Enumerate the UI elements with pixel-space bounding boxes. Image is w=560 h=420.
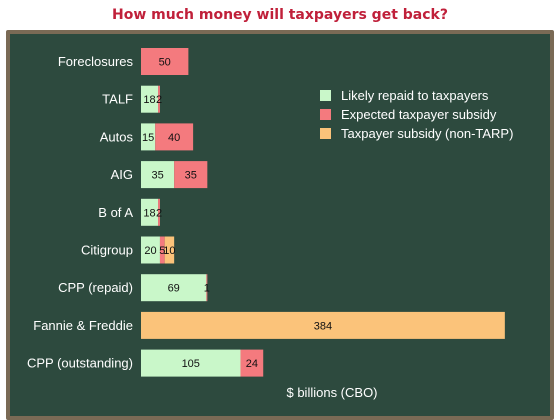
category-labels: Foreclosures TALF Autos AIG B of A Citigroup C…	[27, 54, 133, 371]
category-label-talf: TALF	[102, 92, 133, 107]
category-label-citigroup: Citigroup	[81, 243, 133, 258]
bar-cpp-repaid-series-2	[206, 274, 208, 302]
legend-swatch-2	[320, 109, 331, 120]
bar-aig-series-1	[141, 161, 175, 189]
data-label-b-of-a-series-1: 18	[143, 207, 155, 219]
data-label-citigroup-series-1: 20	[144, 245, 156, 257]
data-label-fannie-freddie-series-3: 384	[314, 320, 332, 332]
category-label-cpp-outstanding: CPP (outstanding)	[27, 356, 133, 371]
x-axis-label: $ billions (CBO)	[286, 385, 377, 400]
category-label-aig: AIG	[111, 167, 133, 182]
data-label-autos-series-1: 15	[142, 132, 154, 144]
category-label-b-of-a: B of A	[98, 205, 133, 220]
bar-talf-series-2	[158, 85, 160, 113]
data-label-cpp-outstanding-series-2: 24	[246, 358, 258, 370]
data-label-talf-series-2: 2	[156, 94, 162, 106]
legend-label-2: Expected taxpayer subsidy	[341, 107, 497, 122]
bar-b-of-a-series-2	[158, 198, 160, 226]
bar-cpp-outstanding-series-2	[240, 349, 264, 377]
data-label-citigroup-series-2: 5	[159, 245, 165, 257]
legend-swatch-1	[320, 90, 331, 101]
legend-swatch-3	[320, 128, 331, 139]
data-label-autos-series-2: 40	[168, 132, 180, 144]
bar-citigroup-series-1	[141, 236, 160, 264]
bar-aig-series-2	[174, 161, 208, 189]
bar-fannie-freddie-series-3	[141, 311, 505, 339]
data-label-cpp-outstanding-series-1: 105	[182, 358, 200, 370]
bar-autos-series-2	[155, 123, 194, 151]
category-label-autos: Autos	[100, 129, 134, 144]
data-label-b-of-a-series-2: 2	[156, 207, 162, 219]
bar-foreclosures-series-2	[141, 48, 189, 75]
bars-group	[141, 48, 505, 377]
category-label-cpp-repaid: CPP (repaid)	[58, 280, 133, 295]
data-label-talf-series-1: 18	[143, 94, 155, 106]
data-label-citigroup-series-3: 10	[163, 245, 175, 257]
chart-title: How much money will taxpayers get back?	[112, 7, 448, 23]
chalkboard-panel	[6, 30, 554, 420]
bar-autos-series-1	[141, 123, 156, 151]
data-label-cpp-repaid-series-1: 69	[168, 283, 180, 295]
data-label-aig-series-2: 35	[185, 170, 197, 182]
legend: Likely repaid to taxpayers Expected taxpa…	[320, 88, 513, 141]
bar-cpp-outstanding-series-1	[141, 349, 241, 377]
legend-label-3: Taxpayer subsidy (non-TARP)	[341, 126, 513, 141]
bar-b-of-a-series-1	[141, 198, 159, 226]
legend-label-1: Likely repaid to taxpayers	[341, 88, 489, 103]
bar-citigroup-series-3	[164, 236, 175, 264]
category-label-foreclosures: Foreclosures	[58, 54, 134, 69]
bar-cpp-repaid-series-1	[141, 274, 207, 302]
data-label-foreclosures-series-2: 50	[159, 57, 171, 69]
bar-citigroup-series-2	[159, 236, 165, 264]
bar-talf-series-1	[141, 85, 159, 113]
data-label-cpp-repaid-series-2: 1	[204, 283, 210, 295]
category-label-fannie-freddie: Fannie & Freddie	[33, 318, 133, 333]
data-label-aig-series-1: 35	[151, 170, 163, 182]
